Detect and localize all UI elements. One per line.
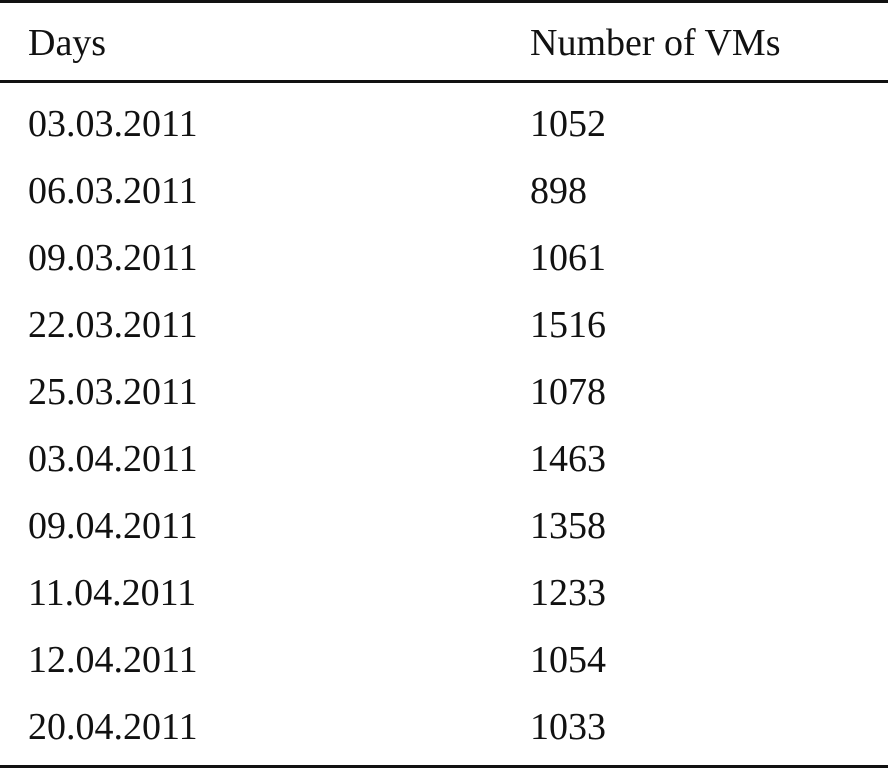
cell-day: 20.04.2011 — [28, 706, 198, 748]
cell-day: 22.03.2011 — [28, 304, 198, 346]
cell-vm-count: 1463 — [530, 438, 606, 480]
table-row: 09.03.2011 1061 — [0, 225, 888, 292]
top-rule — [0, 0, 888, 3]
column-header-days: Days — [28, 22, 107, 64]
cell-vm-count: 898 — [530, 170, 587, 212]
cell-vm-count: 1054 — [530, 639, 606, 681]
table-row: 12.04.2011 1054 — [0, 627, 888, 694]
cell-vm-count: 1078 — [530, 371, 606, 413]
cell-day: 09.04.2011 — [28, 505, 198, 547]
cell-day: 12.04.2011 — [28, 639, 198, 681]
cell-day: 03.04.2011 — [28, 438, 198, 480]
table-row: 09.04.2011 1358 — [0, 493, 888, 560]
cell-day: 11.04.2011 — [28, 572, 197, 614]
cell-vm-count: 1033 — [530, 706, 606, 748]
cell-day: 03.03.2011 — [28, 103, 198, 145]
cell-vm-count: 1233 — [530, 572, 606, 614]
cell-vm-count: 1358 — [530, 505, 606, 547]
bottom-rule — [0, 765, 888, 768]
header-rule — [0, 80, 888, 83]
table-row: 06.03.2011 898 — [0, 158, 888, 225]
table-row: 22.03.2011 1516 — [0, 292, 888, 359]
cell-vm-count: 1516 — [530, 304, 606, 346]
cell-day: 25.03.2011 — [28, 371, 198, 413]
cell-day: 09.03.2011 — [28, 237, 198, 279]
header-row: Days Number of VMs — [0, 10, 888, 77]
table-row: 20.04.2011 1033 — [0, 694, 888, 761]
table-row: 03.04.2011 1463 — [0, 426, 888, 493]
cell-vm-count: 1052 — [530, 103, 606, 145]
column-header-number-of-vms: Number of VMs — [530, 22, 781, 64]
table-row: 11.04.2011 1233 — [0, 560, 888, 627]
cell-vm-count: 1061 — [530, 237, 606, 279]
table-row: 25.03.2011 1078 — [0, 359, 888, 426]
table-row: 03.03.2011 1052 — [0, 91, 888, 158]
cell-day: 06.03.2011 — [28, 170, 198, 212]
